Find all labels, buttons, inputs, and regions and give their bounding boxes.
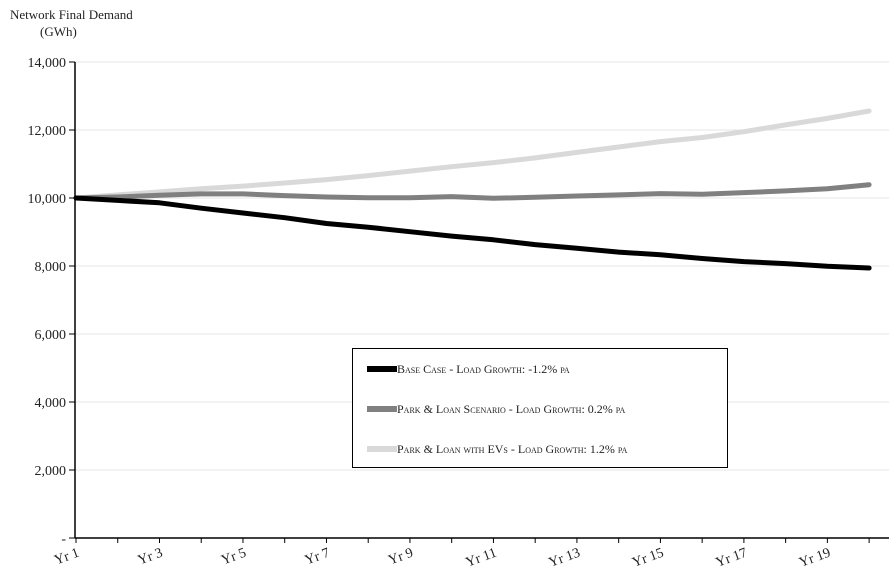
- legend-label-base-case: Base Case - Load Growth: -1.2% pa: [397, 361, 570, 376]
- y-axis-title-line1: Network Final Demand: [10, 7, 133, 22]
- legend: Base Case - Load Growth: -1.2% pa Park &…: [352, 348, 728, 468]
- x-tick-label: Yr 9: [386, 546, 415, 569]
- series-lines: [73, 108, 872, 271]
- y-tick-label: 12,000: [28, 124, 67, 139]
- y-tick-label: 6,000: [35, 328, 67, 343]
- legend-label-park-loan: Park & Loan Scenario - Load Growth: 0.2%…: [397, 401, 626, 416]
- x-tick-label: Yr 5: [219, 546, 248, 569]
- axes: [74, 62, 889, 539]
- x-tick-label: Yr 7: [303, 546, 332, 569]
- legend-label-park-loan-evs: Park & Loan with EVs - Load Growth: 1.2%…: [397, 441, 628, 456]
- x-tick-label: Yr 13: [547, 546, 582, 571]
- x-tick-label: Yr 3: [136, 546, 165, 569]
- x-tick-label: Yr 17: [714, 546, 749, 571]
- legend-swatch-park-loan-evs: [367, 446, 397, 452]
- x-tick-label: Yr 1: [52, 546, 81, 569]
- legend-item-park-loan-evs: Park & Loan with EVs - Load Growth: 1.2%…: [367, 439, 627, 459]
- y-tick-label: 8,000: [35, 260, 67, 275]
- legend-item-park-loan: Park & Loan Scenario - Load Growth: 0.2%…: [367, 399, 625, 419]
- x-axis-ticks: Yr 1 Yr 3 Yr 5 Yr 7 Yr 9 Yr 11 Yr 13 Yr 15 Yr 17…: [52, 538, 870, 571]
- y-tick-label: 2,000: [35, 464, 67, 479]
- series-line-1: [73, 182, 872, 201]
- y-tick-label: -: [61, 532, 66, 547]
- y-axis-title: Network Final Demand (GWh): [10, 6, 170, 40]
- x-tick-label: Yr 11: [464, 546, 499, 571]
- series-line-0: [73, 195, 872, 271]
- legend-swatch-park-loan: [367, 406, 397, 412]
- x-tick-label: Yr 19: [797, 546, 832, 571]
- legend-item-base-case: Base Case - Load Growth: -1.2% pa: [367, 359, 570, 379]
- grid-lines: [75, 61, 889, 471]
- x-tick-label: Yr 15: [630, 546, 665, 571]
- y-axis-title-line2: (GWh): [40, 24, 77, 39]
- legend-swatch-base-case: [367, 366, 397, 372]
- y-tick-label: 14,000: [28, 56, 67, 71]
- series-line-2: [73, 108, 872, 201]
- y-tick-label: 10,000: [28, 192, 67, 207]
- y-axis-ticks: - 2,000 4,000 6,000 8,000 10,000 12,000 14,000: [28, 56, 75, 547]
- y-tick-label: 4,000: [35, 396, 67, 411]
